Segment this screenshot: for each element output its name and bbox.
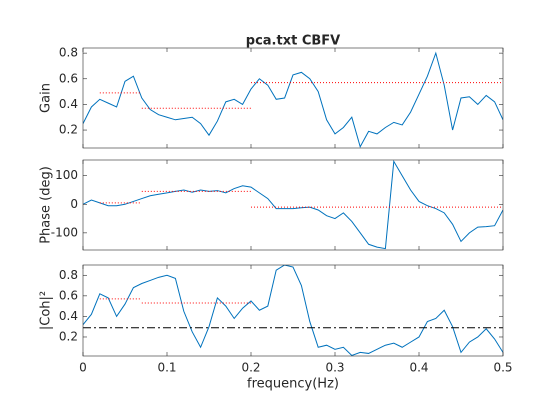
x-tick-label: 0.2: [241, 361, 260, 375]
y-tick-label: 0.6: [59, 288, 78, 302]
y-tick-label: 100: [55, 168, 78, 182]
x-tick-label: 0.5: [493, 361, 512, 375]
y-tick-label: 0: [70, 197, 78, 211]
axes-box: [82, 264, 504, 357]
x-tick-label: 0.4: [409, 361, 428, 375]
axes-box: [82, 159, 504, 251]
y-tick-label: 0.6: [59, 71, 78, 85]
y-tick-label: 0.8: [59, 268, 78, 282]
axes-background: [83, 160, 503, 250]
y-tick-label: 0.8: [59, 46, 78, 60]
data-line: [83, 265, 503, 356]
data-line: [83, 160, 503, 250]
x-tick-label: 0.1: [157, 361, 176, 375]
axes-background: [83, 265, 503, 356]
plot-area: [83, 51, 503, 148]
y-tick-label: -100: [51, 225, 78, 239]
axes-background: [83, 48, 503, 148]
y-tick-label: 0.4: [59, 97, 78, 111]
y-axis-label: Gain: [39, 83, 54, 113]
plot-area: [83, 265, 503, 356]
y-tick-label: 0.4: [59, 309, 78, 323]
chart-title: pca.txt CBFV: [246, 34, 340, 49]
y-axis-label: Phase (deg): [39, 166, 54, 244]
data-line: [83, 51, 503, 148]
axes-box: [82, 47, 504, 149]
y-axis-label: |Coh|²: [39, 291, 54, 330]
y-tick-label: 0.2: [59, 329, 78, 343]
x-tick-label: 0: [79, 361, 87, 375]
x-axis-label: frequency(Hz): [247, 377, 339, 392]
plot-area: [83, 160, 503, 250]
y-tick-label: 0.2: [59, 123, 78, 137]
x-tick-label: 0.3: [325, 361, 344, 375]
